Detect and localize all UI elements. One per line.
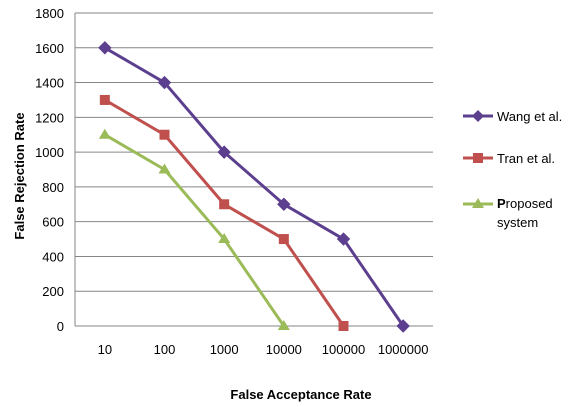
y-tick-label-1000: 1000 (35, 145, 64, 160)
data-point-tran-10000 (278, 234, 289, 245)
legend-marker-wang (472, 110, 484, 122)
x-tick-label-1000000: 1000000 (378, 342, 429, 357)
series-group (98, 41, 410, 333)
data-point-tran-10 (99, 94, 110, 105)
data-point-proposed-10 (98, 128, 111, 139)
y-tick-label-200: 200 (42, 284, 64, 299)
legend-label-proposed-rest: roposed (506, 196, 553, 211)
legend: Wang et al. Tran et al. Proposed system (463, 109, 562, 230)
y-tick-label-600: 600 (42, 215, 64, 230)
x-tick-label-10: 10 (98, 342, 112, 357)
y-tick-label-1800: 1800 (35, 6, 64, 21)
series-line-wang (104, 46, 405, 327)
data-point-tran-100000 (338, 321, 349, 331)
legend-item-tran: Tran et al. (463, 151, 555, 166)
legend-label-tran: Tran et al. (497, 151, 555, 166)
x-tick-label-100: 100 (154, 342, 176, 357)
data-point-wang-1000 (217, 145, 231, 159)
x-tick-label-10000: 10000 (266, 342, 302, 357)
legend-item-wang: Wang et al. (463, 109, 562, 124)
y-tick-label-1600: 1600 (35, 41, 64, 56)
data-point-tran-100 (159, 129, 170, 140)
data-point-wang-100 (157, 75, 172, 90)
y-tick-labels: 0 200 400 600 800 1000 1200 1400 1600 1800 (35, 6, 64, 334)
series-line-proposed (104, 133, 286, 327)
x-tick-label-1000: 1000 (210, 342, 239, 357)
legend-label-proposed-line2: system (497, 215, 538, 230)
data-point-wang-100000 (336, 232, 351, 246)
data-point-tran-1000 (219, 199, 230, 210)
y-tick-label-800: 800 (42, 180, 64, 195)
legend-item-proposed: Proposed system (463, 196, 553, 230)
legend-marker-tran (473, 153, 483, 163)
y-tick-label-1200: 1200 (35, 110, 64, 125)
data-point-wang-10 (98, 41, 112, 55)
legend-label-proposed: Proposed (497, 196, 553, 211)
legend-label-proposed-initial: P (497, 196, 506, 211)
data-point-proposed-100 (158, 163, 171, 174)
data-point-proposed-1000 (218, 233, 231, 244)
x-tick-labels: 10 100 1000 10000 100000 1000000 (98, 342, 429, 357)
x-axis-title: False Acceptance Rate (230, 387, 371, 402)
y-tick-label-1400: 1400 (35, 76, 64, 91)
legend-label-wang: Wang et al. (497, 109, 562, 124)
y-tick-label-0: 0 (57, 319, 64, 334)
legend-marker-proposed (472, 198, 484, 208)
data-point-wang-10000 (277, 197, 291, 211)
x-tick-label-100000: 100000 (322, 342, 365, 357)
y-tick-label-400: 400 (42, 249, 64, 264)
data-point-wang-1000000 (396, 319, 410, 333)
data-point-proposed-10000 (277, 320, 290, 330)
series-line-tran (104, 98, 345, 327)
gridlines (74, 12, 433, 327)
y-axis-title: False Rejection Rate (12, 112, 27, 239)
